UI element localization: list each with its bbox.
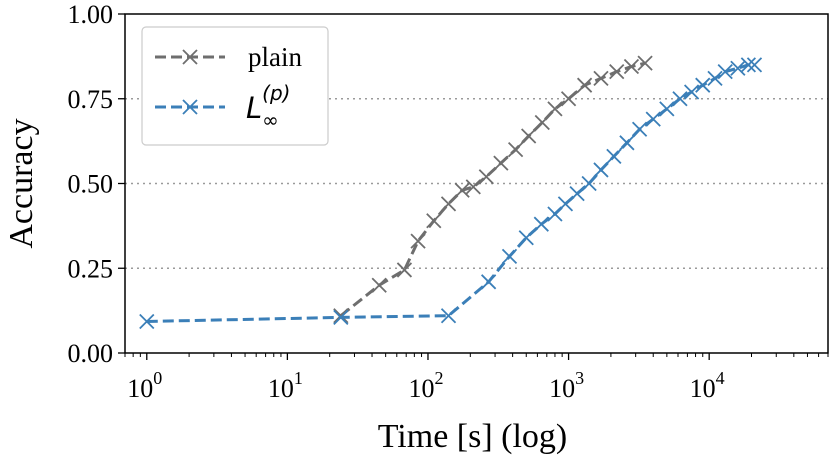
data-point-marker: [631, 121, 648, 137]
axis-ticks: 0.00 0.25 0.50 0.75 1.00 100 101 102 103 104: [68, 0, 829, 403]
data-point-marker: [333, 308, 349, 324]
y-axis-label: Accuracy: [3, 118, 40, 248]
data-point-marker: [139, 313, 155, 330]
data-point-marker: [507, 141, 524, 158]
series-1: [139, 57, 763, 330]
y-tick-label: 1.00: [68, 0, 114, 29]
data-point-marker: [683, 84, 700, 100]
data-point-marker: [454, 182, 470, 198]
data-point-marker: [645, 111, 661, 127]
data-point-marker: [560, 91, 577, 107]
y-tick-label: 0.75: [68, 85, 114, 114]
data-point-marker: [480, 274, 497, 290]
data-point-marker: [746, 57, 763, 73]
legend-marker: [182, 49, 198, 65]
data-point-marker: [518, 230, 534, 246]
data-point-marker: [581, 175, 597, 192]
data-point-marker: [557, 196, 574, 212]
y-tick-label: 0.00: [68, 339, 114, 368]
data-point-marker: [740, 57, 757, 73]
data-point-marker: [440, 308, 457, 324]
data-point-marker: [396, 262, 413, 278]
data-point-marker: [730, 60, 746, 76]
data-point-marker: [533, 216, 549, 232]
data-point-marker: [717, 63, 733, 80]
x-tick-label: 102: [408, 368, 443, 403]
data-point-marker: [619, 135, 635, 151]
data-point-marker: [465, 179, 481, 195]
data-point-marker: [593, 70, 609, 87]
x-tick-label: 103: [549, 368, 584, 403]
data-point-marker: [493, 155, 509, 171]
x-tick-label: 100: [127, 368, 162, 403]
data-point-marker: [659, 101, 675, 117]
data-point-marker: [501, 248, 518, 265]
data-point-marker: [440, 196, 457, 212]
data-point-marker: [672, 91, 688, 107]
data-point-marker: [623, 58, 640, 75]
data-point-marker: [521, 128, 537, 144]
data-point-marker: [695, 77, 711, 93]
y-tick-label: 0.50: [68, 170, 114, 199]
x-tick-label: 101: [268, 368, 303, 403]
data-point-marker: [426, 213, 442, 229]
legend-label-plain: plain: [248, 42, 302, 72]
legend-swatch-l-infinity-p: [155, 99, 225, 115]
legend-label-l-infinity-p: L∞ (p): [246, 81, 290, 132]
data-point-marker: [707, 70, 723, 87]
series-layer: [139, 55, 763, 330]
data-point-marker: [478, 169, 494, 185]
data-point-marker: [593, 162, 609, 178]
x-axis-label: Time [s] (log): [378, 418, 568, 455]
legend-math-base: L: [246, 91, 262, 125]
x-tick-label: 104: [690, 368, 725, 403]
data-point-marker: [534, 114, 550, 131]
legend: plain L∞ (p): [141, 26, 329, 146]
legend-math-subscript: ∞: [262, 108, 279, 132]
legend-marker: [182, 99, 198, 115]
data-point-marker: [371, 277, 387, 293]
series-0: [333, 55, 653, 324]
data-point-marker: [569, 186, 585, 202]
data-point-marker: [606, 148, 622, 165]
data-point-marker: [637, 55, 653, 71]
data-point-marker: [576, 77, 593, 93]
legend-swatch-plain: [155, 49, 225, 65]
data-point-marker: [547, 101, 563, 117]
data-point-marker: [609, 63, 625, 80]
y-tick-label: 0.25: [68, 254, 114, 283]
data-point-marker: [333, 309, 349, 326]
legend-math-superscript: (p): [262, 81, 290, 105]
data-point-marker: [410, 233, 426, 249]
